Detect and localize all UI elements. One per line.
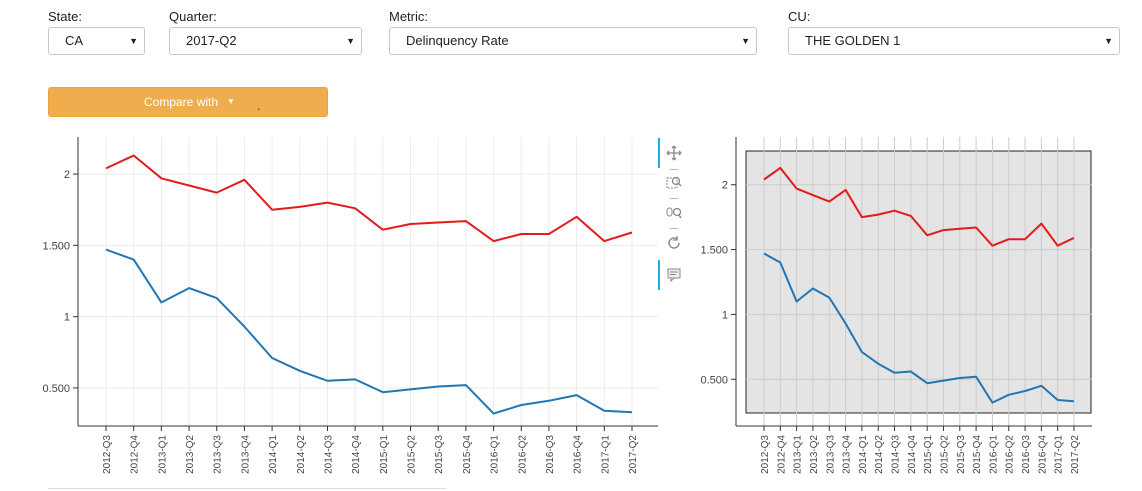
x-tick-label: 2015-Q4 [462,435,473,474]
series-line-blue [763,252,1075,404]
x-tick-label: 2013-Q3 [825,435,836,474]
x-tick-label: 2014-Q1 [268,435,279,474]
x-tick-label: 2015-Q1 [923,435,934,474]
chevron-down-icon: ▼ [1104,36,1113,46]
x-tick-label: 2016-Q3 [545,435,556,474]
reset-icon[interactable] [666,235,682,251]
x-tick-label: 2013-Q4 [240,435,251,474]
x-tick-label: 2017-Q2 [1070,435,1081,474]
y-tick-label: 1.500 [42,240,70,252]
pan-icon[interactable] [666,145,682,161]
cu-select[interactable]: THE GOLDEN 1 ▼ [788,27,1120,55]
x-tick-label: 2015-Q3 [434,435,445,474]
chevron-down-icon: ▼ [741,36,750,46]
y-tick-label: 2 [64,169,70,181]
y-tick-label: 1 [722,309,728,321]
series-line-red [763,166,1075,247]
x-tick-label: 2014-Q3 [891,435,902,474]
x-tick-label: 2012-Q3 [760,435,771,474]
wheel-zoom-icon[interactable] [666,205,682,221]
x-tick-label: 2012-Q3 [102,435,113,474]
x-tick-label: 2015-Q1 [379,435,390,474]
cu-label: CU: [788,9,811,24]
chevron-down-icon: ▼ [129,36,138,46]
x-tick-label: 2012-Q4 [776,435,787,474]
series-line-red [105,154,633,243]
series-line-blue [105,248,633,415]
x-tick-label: 2016-Q4 [1037,435,1048,474]
x-tick-label: 2015-Q4 [972,435,983,474]
chevron-down-icon: ▼ [346,36,355,46]
x-tick-label: 2013-Q1 [157,435,168,474]
x-tick-label: 2014-Q2 [296,435,307,474]
x-tick-label: 2015-Q3 [956,435,967,474]
y-tick-label: 0.500 [42,383,70,395]
cu-select-value: THE GOLDEN 1 [805,33,901,48]
x-tick-label: 2013-Q4 [842,435,853,474]
toolbar-separator [670,169,678,170]
quarter-label: Quarter: [169,9,217,24]
metric-label: Metric: [389,9,428,24]
x-tick-label: 2016-Q1 [490,435,501,474]
quarter-select[interactable]: 2017-Q2 ▼ [169,27,362,55]
x-tick-label: 2016-Q4 [573,435,584,474]
x-tick-label: 2017-Q1 [600,435,611,474]
y-tick-label: 2 [722,180,728,192]
caret-down-icon: ▼ [227,97,235,106]
x-tick-label: 2013-Q2 [809,435,820,474]
x-tick-label: 2014-Q2 [874,435,885,474]
plot-frame [745,150,1092,414]
toolbar-separator [670,228,678,229]
y-tick-label: 0.500 [700,374,728,386]
metric-select-value: Delinquency Rate [406,33,509,48]
quarter-select-value: 2017-Q2 [186,33,237,48]
x-tick-label: 2016-Q1 [988,435,999,474]
compare-extra: . [257,99,261,113]
x-tick-label: 2014-Q4 [907,435,918,474]
x-tick-label: 2015-Q2 [407,435,418,474]
y-tick-label: 1 [64,312,70,324]
state-label: State: [48,9,82,24]
x-tick-label: 2017-Q1 [1054,435,1065,474]
main-chart[interactable]: 0.500 1 1.500 2 2012-Q3 2012-Q4 2013-Q1 2013-Q2… [40,131,660,491]
x-tick-label: 2013-Q1 [793,435,804,474]
compare-with-button[interactable]: Compare with ▼ . [48,87,328,117]
hover-icon[interactable] [666,267,682,283]
x-tick-label: 2015-Q2 [939,435,950,474]
x-tick-label: 2013-Q2 [185,435,196,474]
metric-select[interactable]: Delinquency Rate ▼ [389,27,757,55]
x-tick-label: 2012-Q4 [130,435,141,474]
x-tick-label: 2017-Q2 [628,435,639,474]
x-tick-label: 2016-Q2 [1005,435,1016,474]
compare-with-label: Compare with [144,95,219,109]
toolbar-active-indicator [658,260,660,290]
x-tick-label: 2013-Q3 [213,435,224,474]
box-zoom-icon[interactable] [666,175,682,191]
x-tick-label: 2014-Q1 [858,435,869,474]
toolbar-active-indicator [658,138,660,168]
x-tick-label: 2016-Q3 [1021,435,1032,474]
state-select-value: CA [65,33,84,48]
y-tick-label: 1.500 [700,245,728,257]
comparison-chart[interactable]: 0.500 1 1.500 2 2012-Q3 2012-Q4 2013-Q1 2013-Q2… [700,131,1100,491]
x-tick-label: 2016-Q2 [517,435,528,474]
state-select[interactable]: CA ▼ [48,27,145,55]
x-tick-label: 2014-Q4 [351,435,362,474]
footer-divider [48,488,446,489]
toolbar-separator [670,198,678,199]
x-tick-label: 2014-Q3 [323,435,334,474]
plot-toolbar [658,138,690,298]
